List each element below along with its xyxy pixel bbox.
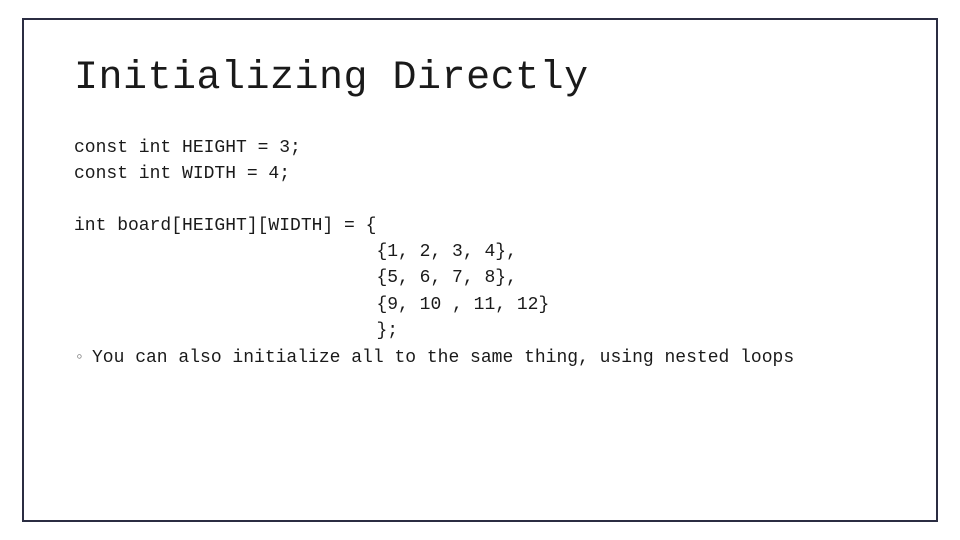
code-block: const int HEIGHT = 3; const int WIDTH = … xyxy=(74,135,886,344)
code-line: const int HEIGHT = 3; xyxy=(74,138,301,158)
code-line: {1, 2, 3, 4}, xyxy=(74,242,517,262)
slide: Initializing Directly const int HEIGHT =… xyxy=(0,0,960,540)
code-line: }; xyxy=(74,321,398,341)
code-line: {9, 10 , 11, 12} xyxy=(74,295,549,315)
slide-frame: Initializing Directly const int HEIGHT =… xyxy=(22,18,938,522)
note-text: You can also initialize all to the same … xyxy=(92,348,794,368)
code-line: int board[HEIGHT][WIDTH] = { xyxy=(74,216,376,236)
note-line: ◦You can also initialize all to the same… xyxy=(74,346,886,370)
code-line: {5, 6, 7, 8}, xyxy=(74,268,517,288)
code-line: const int WIDTH = 4; xyxy=(74,164,290,184)
bullet-icon: ◦ xyxy=(74,346,92,370)
slide-title: Initializing Directly xyxy=(74,56,886,101)
